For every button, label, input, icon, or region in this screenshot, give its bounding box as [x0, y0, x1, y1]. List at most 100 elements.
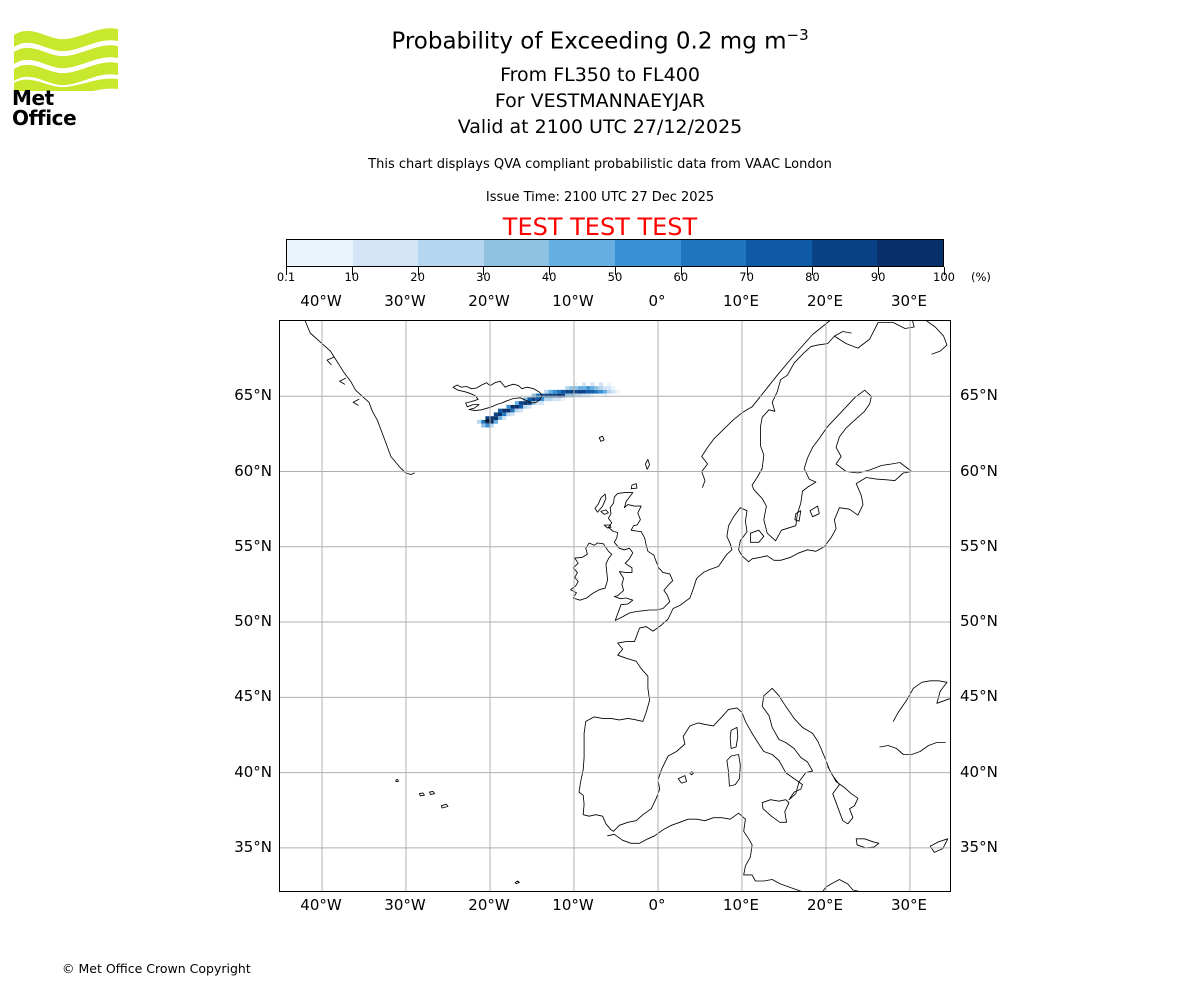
lat-label-left-5: 40°N [234, 762, 272, 781]
ash-probability-cell [539, 401, 545, 405]
colorbar-tick-7 [746, 267, 748, 275]
ash-probability-cell [573, 393, 578, 398]
colorbar-tick-labels: 0.1 10 20 30 40 50 60 70 80 90 100 [0, 270, 1200, 286]
gridline-layer [280, 321, 950, 891]
probability-colorbar [286, 239, 944, 267]
map-frame [279, 320, 951, 892]
ash-probability-cell [565, 389, 570, 394]
coastline-path [630, 483, 638, 490]
colorbar-tick-label-6: 60 [673, 270, 689, 284]
lon-label-top-5: 10°E [722, 292, 760, 310]
lon-label-bottom-0: 40°W [300, 896, 342, 914]
ash-probability-cell [531, 397, 536, 402]
colorbar-tick-label-2: 20 [410, 270, 425, 284]
ash-probability-cell [527, 401, 532, 405]
ash-probability-cell [590, 393, 595, 398]
logo-wave-4 [14, 78, 118, 91]
lat-label-left-4: 45°N [234, 687, 272, 706]
coastline-layer [304, 321, 950, 891]
ash-probability-cell [556, 397, 561, 402]
logo-wave-2 [14, 45, 118, 69]
coastline-path [600, 509, 609, 515]
ash-probability-cell [493, 419, 498, 424]
ash-probability-cell [607, 382, 612, 387]
ash-probability-cell [481, 419, 486, 424]
colorbar-ticks [286, 267, 945, 281]
ash-probability-cell [493, 416, 498, 420]
ash-probability-cell [602, 389, 608, 394]
ash-probability-cell [607, 389, 612, 394]
colorbar-tick-label-9: 90 [870, 270, 886, 284]
ash-probability-cell [485, 416, 490, 420]
coastline-path [761, 799, 790, 823]
valid-time-line: Valid at 2100 UTC 27/12/2025 [457, 116, 743, 138]
coastline-path [484, 419, 491, 423]
ash-probability-cell [544, 397, 549, 402]
map-panel[interactable] [279, 320, 951, 892]
coastline-path [440, 803, 449, 809]
lat-label-right-6: 35°N [960, 837, 998, 856]
ash-probability-cell [506, 408, 511, 413]
colorbar-tick-label-8: 80 [805, 270, 820, 284]
ash-probability-cell [548, 393, 553, 398]
ash-probability-cell [514, 408, 519, 413]
colorbar-tick-label-4: 40 [541, 270, 557, 284]
coastline-path [794, 510, 802, 522]
ash-probability-cell [586, 393, 591, 398]
coastline-path [395, 778, 399, 783]
colorbar-band-2 [352, 240, 419, 266]
colorbar-tick-label-0: 0.1 [276, 270, 296, 284]
lon-label-top-2: 20°W [468, 292, 510, 310]
ash-probability-cell [598, 382, 603, 387]
coastline-path [926, 321, 948, 355]
ash-probability-cell [535, 393, 540, 398]
lat-label-right-0: 65°N [960, 386, 998, 405]
ash-probability-cell [523, 404, 528, 409]
ash-probability-cell [493, 412, 498, 417]
logo-wave-1 [14, 28, 118, 52]
ash-probability-cell [590, 389, 595, 394]
ash-probability-cell [565, 393, 570, 398]
ash-probability-cell [502, 416, 507, 420]
ash-probability-cell [497, 416, 503, 420]
ash-probability-cell [539, 397, 545, 402]
ash-probability-cell [514, 404, 519, 409]
ash-probability-cell [506, 404, 511, 409]
colorbar-tick-label-10: 100 [933, 270, 955, 284]
ash-probability-cell [535, 397, 540, 402]
ash-probability-cell [527, 397, 532, 402]
ash-probability-cell [489, 416, 494, 420]
lat-label-right-5: 40°N [960, 762, 998, 781]
ash-probability-cell [556, 393, 561, 398]
colorbar-tick-label-5: 50 [607, 270, 623, 284]
ash-probability-cell [544, 389, 549, 394]
ash-probability-cell [602, 386, 608, 390]
ash-probability-cell [581, 386, 587, 390]
coastline-path [570, 542, 613, 601]
colorbar-band-1 [287, 240, 353, 266]
colorbar-band-3 [418, 240, 484, 266]
logo-wave-3 [14, 62, 118, 86]
coastline-path [879, 742, 946, 755]
colorbar-tick-9 [878, 267, 880, 275]
ash-probability-cell [489, 423, 494, 428]
ash-probability-cell [506, 412, 511, 417]
ash-probability-cell [581, 393, 587, 398]
lon-label-bottom-1: 30°W [384, 896, 426, 914]
colorbar-band-4 [483, 240, 550, 266]
coastline-path [729, 726, 739, 749]
colorbar-tick-8 [812, 267, 814, 275]
ash-probability-cell [481, 423, 486, 428]
lon-label-bottom-6: 20°E [806, 896, 844, 914]
coastline-path [326, 356, 335, 366]
copyright-notice: © Met Office Crown Copyright [62, 961, 251, 976]
ash-probability-cell [615, 389, 620, 394]
ash-probability-cell [548, 397, 553, 402]
coastline-path [452, 380, 543, 412]
ash-probability-cell [577, 386, 582, 390]
coastline-path [304, 321, 415, 475]
lon-label-top-7: 30°E [890, 292, 928, 310]
lat-label-left-6: 35°N [234, 837, 272, 856]
coastline-path [726, 754, 741, 787]
colorbar-band-8 [746, 240, 812, 266]
